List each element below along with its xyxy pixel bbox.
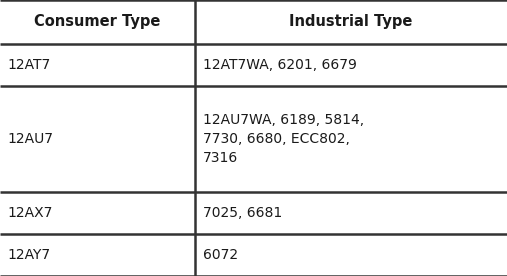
Text: 6072: 6072 [203, 248, 238, 262]
Text: 12AU7WA, 6189, 5814,
7730, 6680, ECC802,
7316: 12AU7WA, 6189, 5814, 7730, 6680, ECC802,… [203, 113, 364, 165]
Text: Consumer Type: Consumer Type [34, 14, 161, 30]
Text: Industrial Type: Industrial Type [289, 14, 413, 30]
Text: 12AT7: 12AT7 [8, 58, 51, 72]
Text: 12AY7: 12AY7 [8, 248, 51, 262]
Text: 12AT7WA, 6201, 6679: 12AT7WA, 6201, 6679 [203, 58, 357, 72]
Text: 12AX7: 12AX7 [8, 206, 53, 220]
Text: 12AU7: 12AU7 [8, 132, 54, 146]
Text: 7025, 6681: 7025, 6681 [203, 206, 282, 220]
